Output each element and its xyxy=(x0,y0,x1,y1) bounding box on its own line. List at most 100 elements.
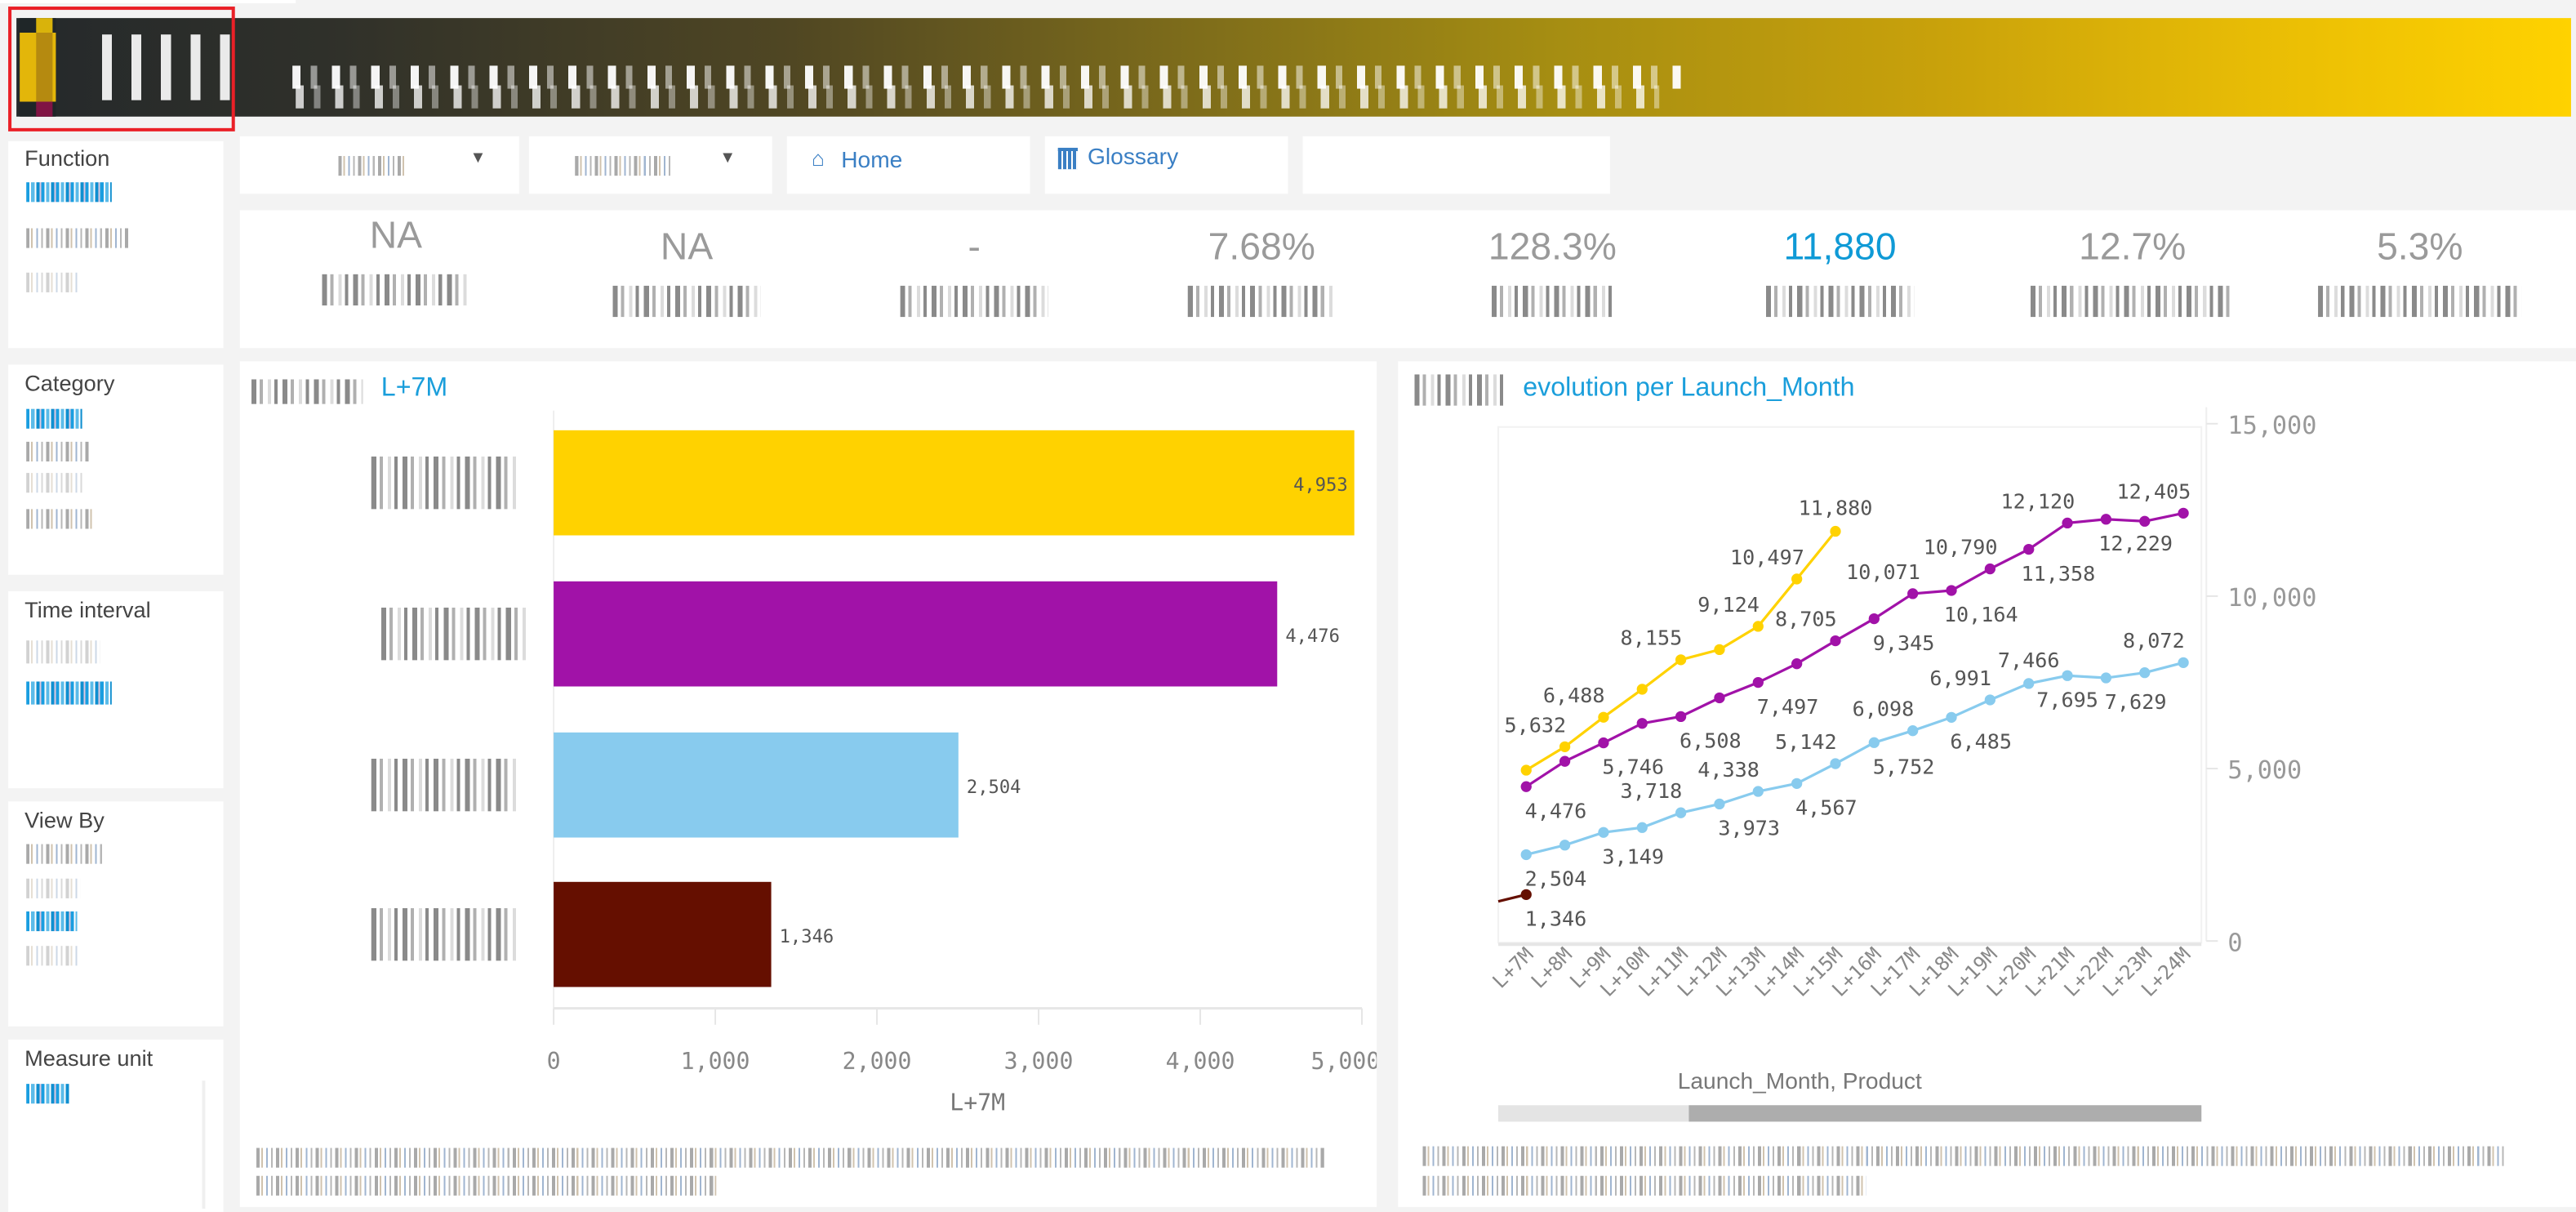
data-label: 2,504 xyxy=(1525,867,1587,891)
data-label: 6,098 xyxy=(1853,697,1915,721)
bar-data-label: 1,346 xyxy=(780,926,834,947)
function-slicer: Function xyxy=(8,140,224,349)
kpi-card: 128.3% xyxy=(1413,225,1692,325)
bar xyxy=(554,881,772,987)
data-point xyxy=(1636,822,1648,833)
kpi-card: NA xyxy=(547,225,826,325)
data-point xyxy=(2178,507,2189,519)
data-label: 8,705 xyxy=(1775,608,1837,631)
slicer-item-selected[interactable] xyxy=(26,681,112,705)
home-button[interactable]: ⌂ Home xyxy=(786,136,1030,194)
data-point xyxy=(1559,741,1571,753)
blank-button[interactable] xyxy=(1302,136,1610,194)
slicer-item[interactable] xyxy=(26,228,130,248)
kpi-label xyxy=(900,285,1048,318)
line-chart-panel: evolution per Launch_Month 0 5,000 10,000 1… xyxy=(1398,361,2576,1207)
data-point xyxy=(1868,737,1880,748)
data-label: 5,142 xyxy=(1775,730,1837,754)
kpi-label xyxy=(1490,285,1614,318)
kpi-card: 5.3% xyxy=(2280,225,2560,325)
data-point xyxy=(1830,635,1841,647)
data-label: 7,466 xyxy=(1998,648,2060,672)
horizontal-scrollbar[interactable] xyxy=(1498,1105,2202,1122)
data-label: 11,358 xyxy=(2022,562,2096,586)
kpi-value: - xyxy=(968,225,981,268)
data-label: 7,695 xyxy=(2036,688,2098,711)
x-tick-label: 3,000 xyxy=(1004,1048,1074,1075)
bar-data-label: 4,953 xyxy=(1293,475,1348,496)
slicer-item-selected[interactable] xyxy=(26,408,82,429)
kpi-card: 12.7% xyxy=(1993,225,2272,325)
footnote-text xyxy=(256,1175,717,1196)
data-label: 4,476 xyxy=(1525,799,1587,822)
data-point xyxy=(2100,672,2112,684)
slicer-item[interactable] xyxy=(26,272,79,292)
bar-category-label xyxy=(371,758,519,812)
dropdown-arrow-icon: ▼ xyxy=(719,149,736,168)
bar-category-label xyxy=(371,907,519,961)
slicer-item-selected[interactable] xyxy=(26,1084,69,1104)
filter-dropdown-2[interactable]: ▼ xyxy=(528,136,772,194)
x-tick-label: 4,000 xyxy=(1166,1048,1235,1075)
bar-category-label xyxy=(371,457,519,510)
kpi-value: NA xyxy=(369,213,423,256)
home-label: Home xyxy=(841,145,903,173)
company-logo xyxy=(20,18,56,117)
data-label: 8,072 xyxy=(2123,629,2185,653)
data-point xyxy=(1520,764,1532,776)
bar xyxy=(554,581,1278,687)
data-point xyxy=(1636,684,1648,695)
data-point xyxy=(1520,781,1532,792)
data-label: 6,508 xyxy=(1680,729,1742,753)
data-label: 10,071 xyxy=(1846,560,1920,584)
data-point xyxy=(1675,807,1687,818)
slicer-item[interactable] xyxy=(26,473,82,493)
slicer-item[interactable] xyxy=(26,878,81,898)
line-chart-x-axis-title: Launch_Month, Product xyxy=(1677,1067,1922,1094)
data-point xyxy=(1752,786,1764,797)
kpi-value: 5.3% xyxy=(2377,225,2463,268)
bar-chart-title: L+7M xyxy=(380,374,448,403)
plot-area xyxy=(1497,426,2203,944)
data-point xyxy=(1984,694,1996,706)
kpi-label xyxy=(1187,285,1336,318)
kpi-strip: NA NA - 7.68% 128.3% 11,880 12.7% 5.3% xyxy=(239,210,2576,349)
data-label: 7,629 xyxy=(2105,690,2167,714)
data-label: 6,485 xyxy=(1950,730,2012,754)
slicer-scrollbar[interactable] xyxy=(202,1081,206,1209)
bar-chart: 4,953 4,476 2,504 1,346 0 1,000 2,000 3,000 4,00… xyxy=(547,410,1377,1116)
x-tick-label: 0 xyxy=(547,1048,561,1075)
y-tick-label: 5,000 xyxy=(2227,756,2302,785)
slicer-item[interactable] xyxy=(26,946,78,966)
kpi-label xyxy=(2030,285,2235,318)
data-label: 3,718 xyxy=(1621,779,1683,803)
bar-data-label: 2,504 xyxy=(967,777,1021,798)
data-point xyxy=(2139,667,2151,679)
slicer-item-selected[interactable] xyxy=(26,911,78,932)
data-point xyxy=(1907,725,1919,737)
data-label: 12,229 xyxy=(2098,532,2173,555)
glossary-button[interactable]: Glossary xyxy=(1044,136,1288,194)
slicer-item[interactable] xyxy=(26,509,92,529)
footnote-text xyxy=(1422,1146,2507,1166)
category-slicer: Category xyxy=(8,364,224,575)
data-label: 1,346 xyxy=(1525,907,1587,931)
kpi-card: - xyxy=(834,225,1114,325)
series-line xyxy=(1525,511,2184,788)
function-title: Function xyxy=(24,145,110,172)
highlight-box xyxy=(8,7,235,131)
data-point xyxy=(2100,514,2112,525)
data-label: 6,991 xyxy=(1929,666,1991,690)
slicer-item-selected[interactable] xyxy=(26,182,112,203)
slicer-item[interactable] xyxy=(26,844,105,864)
data-label: 6,488 xyxy=(1543,684,1605,707)
slicer-item[interactable] xyxy=(26,441,89,462)
data-point xyxy=(1830,758,1841,769)
filter-dropdown-1[interactable]: ▼ xyxy=(239,136,519,194)
scrollbar-thumb[interactable] xyxy=(1688,1105,2202,1122)
slicer-item[interactable] xyxy=(26,640,100,664)
data-label: 4,338 xyxy=(1697,758,1760,782)
data-label: 12,405 xyxy=(2116,479,2191,503)
x-tick-label: L+7M xyxy=(1488,943,1538,993)
data-point xyxy=(1520,889,1532,900)
